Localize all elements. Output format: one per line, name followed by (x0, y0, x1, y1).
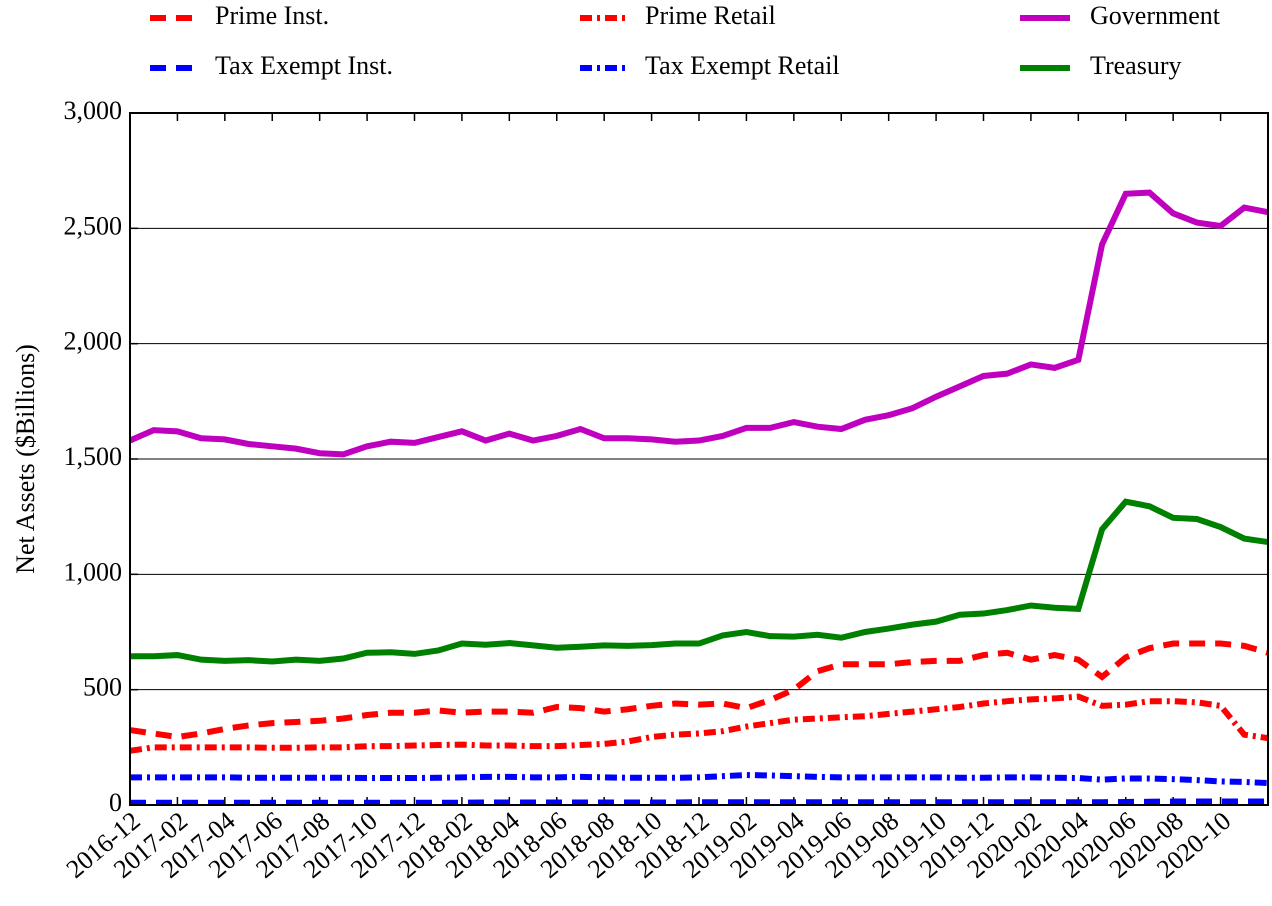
y-tick-label: 500 (83, 673, 122, 702)
legend-label: Prime Retail (645, 1, 776, 30)
series-line (130, 798, 1268, 806)
legend-label: Tax Exempt Inst. (215, 51, 393, 80)
legend-label: Treasury (1090, 51, 1181, 80)
y-tick-label: 2,500 (64, 211, 123, 240)
series-line (130, 772, 1269, 787)
series-line (128, 189, 1269, 458)
legend-label: Government (1090, 1, 1221, 30)
series-line (129, 693, 1269, 754)
y-tick-label: 0 (109, 788, 122, 817)
y-tick-label: 1,000 (64, 557, 123, 586)
y-axis-label: Net Assets ($Billions) (11, 344, 40, 574)
legend-label: Prime Inst. (215, 1, 329, 30)
legend-label: Tax Exempt Retail (645, 51, 840, 80)
series-line (129, 640, 1269, 740)
y-tick-label: 3,000 (64, 96, 123, 125)
series-line (130, 498, 1269, 665)
y-tick-label: 1,500 (64, 442, 123, 471)
plot-frame (129, 112, 1269, 806)
y-tick-label: 2,000 (64, 327, 123, 356)
